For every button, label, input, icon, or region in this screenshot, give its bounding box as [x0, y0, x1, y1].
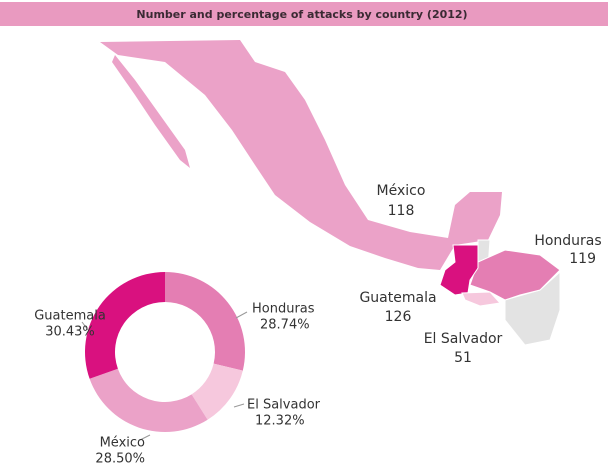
- slice-value-label: 12.32%: [255, 414, 305, 429]
- donut-slice: [165, 272, 245, 371]
- slice-label: Guatemala: [34, 309, 106, 324]
- country-name: El Salvador: [424, 331, 503, 347]
- mexico-shape: [100, 40, 502, 270]
- title-bar: [0, 2, 608, 26]
- leader-line: [139, 434, 151, 441]
- slice-value-label: 30.43%: [45, 325, 95, 340]
- country-count: 118: [388, 203, 415, 219]
- honduras-shape: [469, 249, 561, 301]
- map: [100, 40, 561, 346]
- country-count: 126: [385, 309, 412, 325]
- country-count: 119: [569, 251, 596, 267]
- donut-slice: [89, 368, 208, 432]
- el-salvador-shape: [461, 291, 501, 307]
- slice-value-label: 28.50%: [95, 452, 145, 467]
- leader-line: [233, 403, 245, 408]
- leader-line: [235, 311, 248, 319]
- country-name: Guatemala: [359, 290, 436, 306]
- slice-label: El Salvador: [247, 398, 321, 413]
- baja-shape: [112, 55, 190, 168]
- donut-slice: [191, 363, 243, 420]
- slice-label: México: [100, 436, 145, 451]
- country-count: 51: [454, 350, 472, 366]
- country-name: Honduras: [534, 233, 601, 249]
- guatemala-shape: [439, 244, 479, 296]
- leader-line: [81, 321, 89, 331]
- chart-title: Number and percentage of attacks by coun…: [136, 8, 467, 21]
- slice-label: Honduras: [252, 302, 315, 317]
- slice-value-label: 28.74%: [260, 318, 310, 333]
- donut-slice: [85, 272, 165, 379]
- country-name: México: [377, 183, 426, 199]
- map-labels: México 118 Honduras 119 Guatemala 126 El Salva…: [359, 183, 601, 366]
